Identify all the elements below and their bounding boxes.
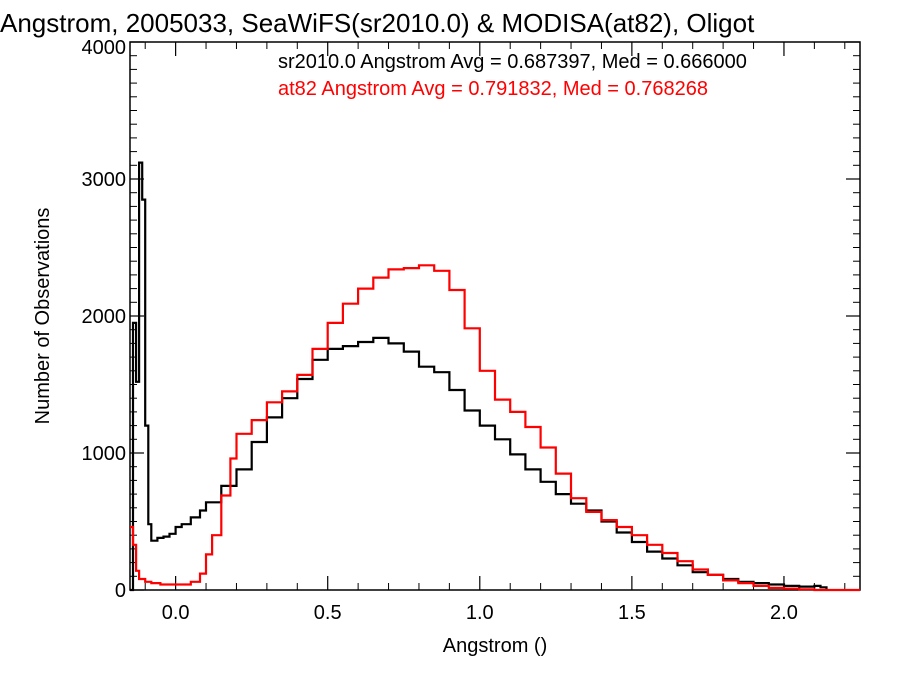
annotation-sr2010: sr2010.0 Angstrom Avg = 0.687397, Med = … (278, 51, 747, 73)
x-axis-label: Angstrom () (443, 635, 547, 657)
y-tick-label: 4000 (82, 37, 127, 59)
series-sr2010-line (130, 161, 828, 592)
plot-frame (129, 41, 861, 591)
x-axis: 0.0 0.5 1.0 1.5 2.0 (144, 42, 846, 624)
x-tick-label: 1.5 (618, 602, 646, 624)
series-layer (130, 161, 860, 592)
x-tick-label: 2.0 (770, 602, 798, 624)
y-axis-label: Number of Observations (32, 208, 54, 425)
annotation-at82: at82 Angstrom Avg = 0.791832, Med = 0.76… (278, 78, 708, 100)
chart-title: Angstrom, 2005033, SeaWiFS(sr2010.0) & M… (0, 8, 755, 38)
series-at82-line (130, 264, 860, 592)
y-axis: 0 1000 2000 3000 4000 (82, 37, 860, 602)
y-tick-label: 3000 (82, 169, 127, 191)
x-tick-label: 1.0 (466, 602, 494, 624)
y-tick-label: 2000 (82, 306, 127, 328)
y-tick-label: 0 (115, 580, 126, 602)
x-tick-label: 0.5 (314, 602, 342, 624)
x-tick-label: 0.0 (162, 602, 190, 624)
y-tick-label: 1000 (82, 443, 127, 465)
